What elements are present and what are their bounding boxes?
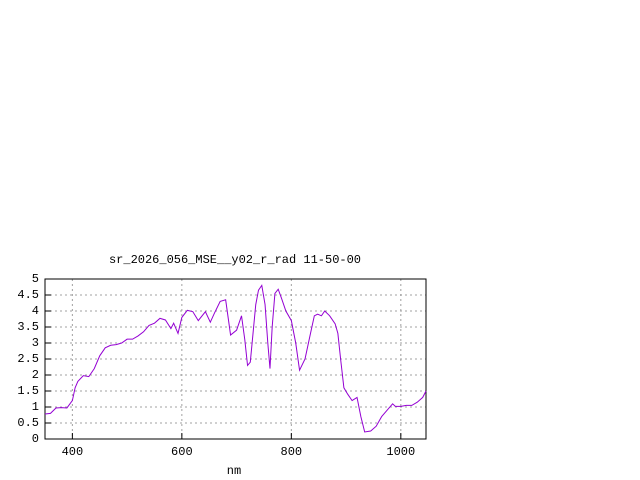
- y-tick-label: 2: [32, 368, 39, 382]
- y-tick-label: 5: [32, 272, 39, 286]
- y-tick-label: 3.5: [17, 320, 39, 334]
- y-tick-label: 4.5: [17, 288, 39, 302]
- data-line: [44, 284, 427, 433]
- y-tick-label: 3: [32, 336, 39, 350]
- x-tick-label: 400: [62, 445, 84, 459]
- y-tick-label: 2.5: [17, 352, 39, 366]
- y-tick-label: 0.5: [17, 416, 39, 430]
- x-tick-label: 800: [281, 445, 303, 459]
- y-tick-label: 1: [32, 400, 39, 414]
- y-tick-label: 1.5: [17, 384, 39, 398]
- y-tick-label: 0: [32, 432, 39, 446]
- chart-title: sr_2026_056_MSE__y02_r_rad 11-50-00: [109, 253, 361, 267]
- x-axis-label: nm: [227, 464, 241, 478]
- plot-border: [44, 278, 427, 440]
- y-tick-label: 4: [32, 304, 39, 318]
- x-tick-label: 1000: [386, 445, 415, 459]
- x-tick-label: 600: [171, 445, 193, 459]
